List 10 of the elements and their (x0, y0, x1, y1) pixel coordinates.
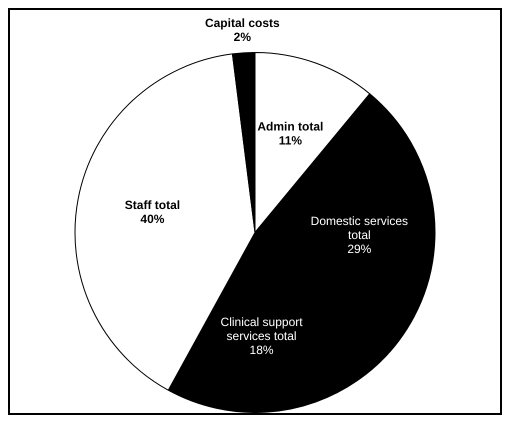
slice-label: Clinical support services total (220, 315, 304, 344)
slice-label: Admin total (257, 120, 324, 134)
slice-label: Staff total (124, 198, 180, 212)
slice-label: Capital costs (204, 16, 280, 30)
data-label: 11% (278, 134, 302, 148)
data-label: 40% (140, 212, 165, 226)
data-label: 29% (347, 242, 372, 256)
slice-label: Domestic services total (310, 214, 408, 242)
data-label: 2% (234, 30, 252, 44)
data-label: 18% (250, 343, 274, 358)
